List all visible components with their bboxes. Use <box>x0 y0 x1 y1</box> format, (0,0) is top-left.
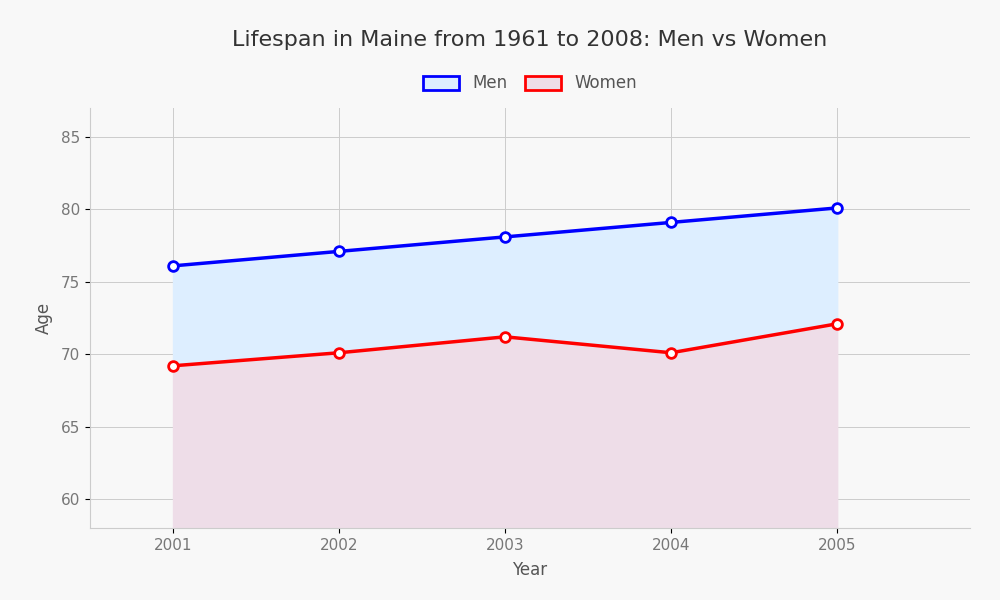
Y-axis label: Age: Age <box>35 302 53 334</box>
X-axis label: Year: Year <box>512 561 548 579</box>
Title: Lifespan in Maine from 1961 to 2008: Men vs Women: Lifespan in Maine from 1961 to 2008: Men… <box>232 29 828 49</box>
Legend: Men, Women: Men, Women <box>423 74 637 92</box>
